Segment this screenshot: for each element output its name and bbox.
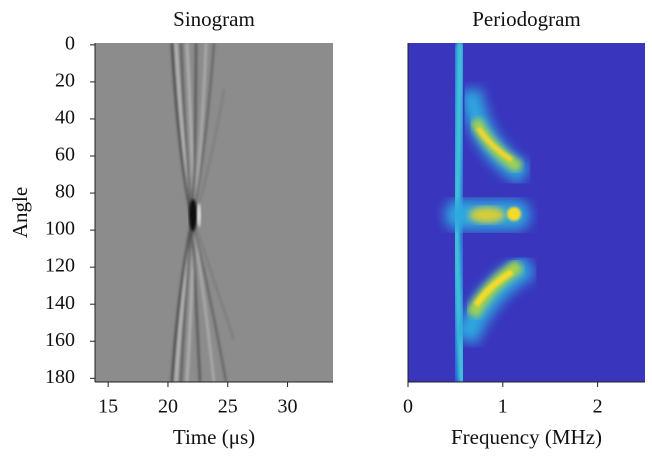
x-tick-label: 15 (98, 396, 118, 418)
y-tick-label: 140 (45, 292, 75, 314)
spectral-lobe (507, 207, 521, 221)
spectral-lobe (475, 126, 514, 163)
x-tick-label: 2 (593, 396, 603, 418)
image-background (95, 43, 333, 382)
periodogram-image (408, 43, 645, 382)
y-axis-label: Angle (8, 187, 32, 238)
sinogram-image (95, 43, 333, 382)
y-tick-label: 20 (55, 69, 75, 91)
x-axis-label: Time (μs) (173, 425, 255, 449)
chart-title: Sinogram (173, 7, 255, 31)
y-tick-label: 180 (45, 366, 75, 388)
focus-spot (197, 203, 201, 227)
x-tick-label: 0 (403, 396, 413, 418)
spectral-lobe (473, 269, 514, 307)
y-tick-label: 100 (45, 218, 75, 240)
focus-spot (189, 199, 197, 231)
y-tick-label: 0 (65, 32, 75, 54)
y-tick-label: 120 (45, 255, 75, 277)
x-tick-label: 1 (498, 396, 508, 418)
spectral-lobe (469, 207, 505, 223)
y-tick-label: 40 (55, 107, 75, 129)
x-tick-label: 30 (278, 396, 298, 418)
y-tick-label: 160 (45, 329, 75, 351)
y-tick-label: 60 (55, 144, 75, 166)
x-tick-label: 20 (158, 396, 178, 418)
x-tick-label: 25 (218, 396, 238, 418)
x-axis-label: Frequency (MHz) (451, 425, 602, 449)
chart-title: Periodogram (472, 7, 580, 31)
y-tick-label: 80 (55, 181, 75, 203)
